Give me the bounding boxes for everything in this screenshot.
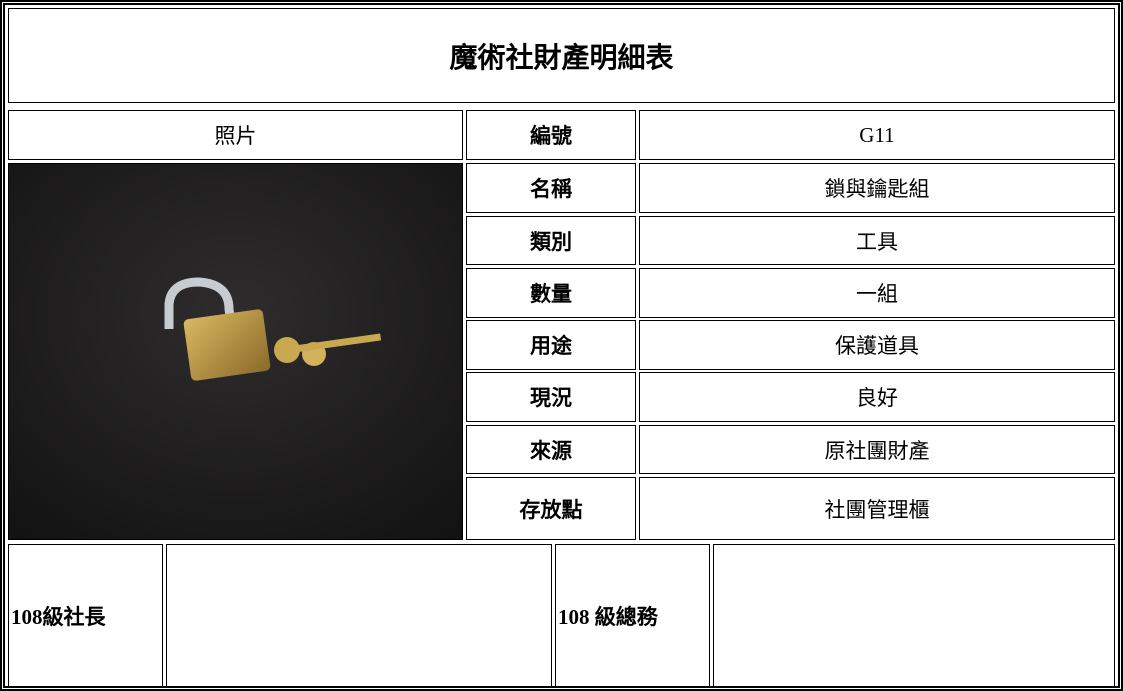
photo-header: 照片 xyxy=(8,110,463,160)
field-value: 良好 xyxy=(639,372,1115,422)
signature-label: 108級社長 xyxy=(8,544,163,687)
photo-cell xyxy=(8,163,463,540)
field-value: G11 xyxy=(639,110,1115,160)
field-label: 用途 xyxy=(466,320,636,370)
signature-label: 108 級總務 xyxy=(555,544,710,687)
field-value: 保護道具 xyxy=(639,320,1115,370)
field-label: 名稱 xyxy=(466,163,636,213)
field-value: 一組 xyxy=(639,268,1115,318)
field-label: 類別 xyxy=(466,216,636,265)
signature-box xyxy=(713,544,1115,687)
field-label: 數量 xyxy=(466,268,636,318)
field-value: 工具 xyxy=(639,216,1115,265)
title: 魔術社財產明細表 xyxy=(8,8,1115,103)
field-label: 現況 xyxy=(466,372,636,422)
photo xyxy=(9,164,462,539)
signature-box xyxy=(166,544,552,687)
field-label: 存放點 xyxy=(466,477,636,540)
field-label: 編號 xyxy=(466,110,636,160)
field-value: 原社團財產 xyxy=(639,425,1115,474)
field-value: 社團管理櫃 xyxy=(639,477,1115,540)
field-value: 鎖與鑰匙組 xyxy=(639,163,1115,213)
field-label: 來源 xyxy=(466,425,636,474)
